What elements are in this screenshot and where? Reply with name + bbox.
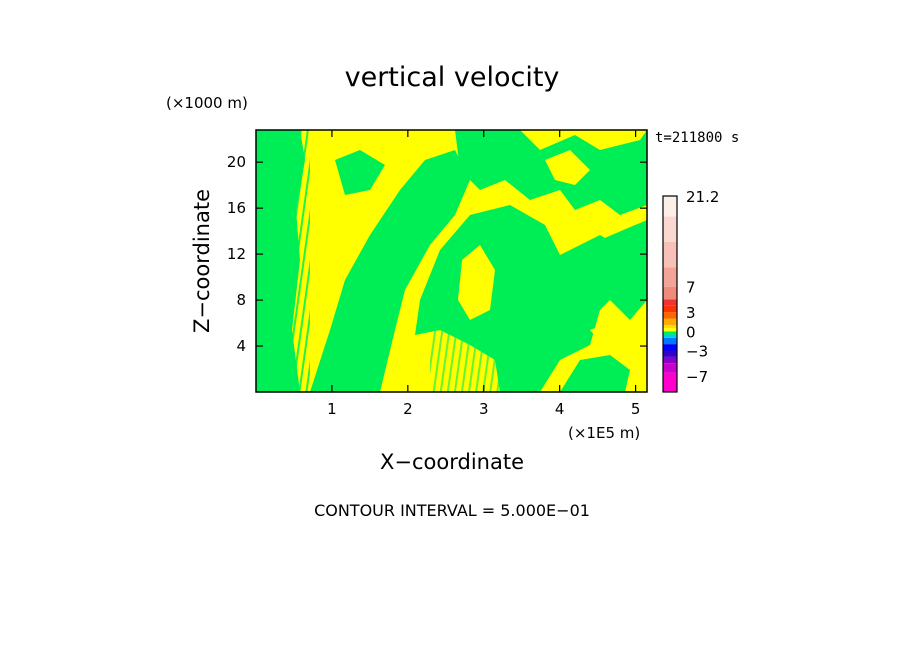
x-unit-label: (×1E5 m) bbox=[568, 424, 640, 442]
colorbar-label: 3 bbox=[686, 304, 696, 322]
field-region bbox=[520, 285, 565, 335]
y-tick-label: 16 bbox=[227, 199, 246, 217]
x-tick-label: 1 bbox=[327, 400, 337, 418]
contour-field bbox=[256, 130, 647, 392]
field-region bbox=[310, 150, 470, 392]
plot-frame bbox=[255, 129, 648, 393]
y-axis-label: Z−coordinate bbox=[190, 189, 214, 333]
field-streaks bbox=[262, 130, 310, 392]
colorbar: 21.2 7 30 −3 −7 bbox=[662, 188, 719, 393]
colorbar-frame bbox=[662, 195, 678, 393]
colorbar-label: −7 bbox=[686, 368, 708, 386]
colorbar-band bbox=[663, 312, 677, 319]
field-region bbox=[590, 320, 630, 355]
field-region bbox=[545, 150, 590, 185]
y-tick-label: 4 bbox=[236, 337, 246, 355]
colorbar-band bbox=[663, 350, 677, 357]
field-region bbox=[415, 205, 625, 392]
field-region bbox=[560, 355, 630, 392]
x-tick-label: 2 bbox=[403, 400, 413, 418]
x-axis: 1 2 3 4 5 bbox=[327, 130, 640, 418]
y-tick-label: 8 bbox=[236, 291, 246, 309]
colorbar-band bbox=[663, 286, 677, 300]
colorbar-band bbox=[663, 337, 677, 345]
colorbar-band bbox=[663, 344, 677, 351]
x-tick-label: 4 bbox=[555, 400, 565, 418]
y-unit-label: (×1000 m) bbox=[166, 94, 248, 112]
x-axis-label: X−coordinate bbox=[380, 450, 524, 474]
chart-title: vertical velocity bbox=[345, 62, 560, 93]
colorbar-band bbox=[663, 324, 677, 329]
field-region bbox=[335, 150, 385, 195]
colorbar-band bbox=[663, 305, 677, 313]
colorbar-band bbox=[663, 241, 677, 268]
colorbar-band bbox=[663, 328, 677, 332]
colorbar-band bbox=[663, 331, 677, 335]
colorbar-band bbox=[663, 334, 677, 338]
x-tick-label: 5 bbox=[631, 400, 641, 418]
colorbar-band bbox=[663, 356, 677, 364]
contour-interval-label: CONTOUR INTERVAL = 5.000E−01 bbox=[314, 501, 590, 520]
y-axis: 4 8 12 16 20 bbox=[227, 153, 647, 355]
field-region bbox=[340, 340, 370, 392]
y-tick-label: 12 bbox=[227, 245, 246, 263]
colorbar-label: 0 bbox=[686, 323, 696, 341]
field-streaks bbox=[430, 330, 510, 392]
field-region bbox=[600, 220, 647, 320]
colorbar-band bbox=[663, 363, 677, 373]
colorbar-band bbox=[663, 267, 677, 287]
colorbar-label: −3 bbox=[686, 343, 708, 361]
colorbar-band bbox=[663, 372, 677, 392]
colorbar-label: 7 bbox=[686, 279, 696, 297]
colorbar-band bbox=[663, 299, 677, 306]
colorbar-band bbox=[663, 216, 677, 242]
field-region bbox=[455, 130, 647, 215]
x-tick-label: 3 bbox=[479, 400, 489, 418]
colorbar-band bbox=[663, 196, 677, 217]
field-region bbox=[458, 245, 495, 320]
colorbar-band bbox=[663, 318, 677, 325]
time-label: t=211800 s bbox=[655, 130, 739, 146]
y-tick-label: 20 bbox=[227, 153, 246, 171]
colorbar-label: 21.2 bbox=[686, 188, 719, 206]
